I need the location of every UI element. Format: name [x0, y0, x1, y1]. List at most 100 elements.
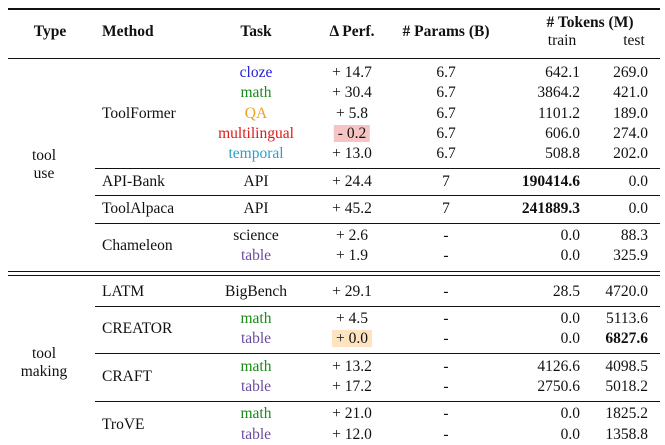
group-rule — [8, 275, 660, 277]
test: 5113.6 — [605, 310, 648, 327]
perf-cell: - 0.2 — [333, 124, 371, 143]
train: 642.1 — [545, 64, 580, 81]
task: multilingual — [218, 124, 294, 142]
perf: + 21.0 — [332, 405, 372, 423]
type-label: making — [20, 363, 68, 381]
test: 0.0 — [628, 199, 648, 217]
header: Task — [240, 23, 272, 40]
task: math — [240, 357, 272, 375]
params: 6.7 — [436, 84, 456, 102]
perf-cell: + 5.8 — [332, 105, 372, 123]
method: CREATOR — [102, 320, 173, 338]
row-rule — [95, 400, 660, 402]
params: 7 — [442, 172, 450, 190]
task: math — [240, 405, 272, 423]
method: LATM — [102, 282, 145, 300]
task: QA — [244, 104, 268, 122]
perf-cell: + 17.2 — [328, 378, 376, 396]
params: 6.7 — [436, 104, 456, 122]
task: cloze — [239, 64, 273, 81]
params: - — [443, 310, 449, 327]
task: BigBench — [225, 282, 287, 300]
params: - — [443, 282, 449, 300]
test: 421.0 — [613, 84, 648, 102]
method: ToolFormer — [102, 104, 176, 122]
train: 606.0 — [545, 124, 580, 142]
perf: + 5.8 — [336, 104, 368, 122]
task: API — [243, 172, 269, 190]
params: 6.7 — [436, 64, 456, 81]
params: - — [443, 405, 449, 423]
test: 1825.2 — [605, 405, 648, 423]
test: 189.0 — [613, 104, 648, 122]
method: TroVE — [102, 415, 145, 433]
train: 241889.3 — [521, 199, 580, 217]
task: table — [240, 330, 272, 348]
task: math — [240, 310, 272, 327]
params: 7 — [442, 199, 450, 217]
perf-cell: + 1.9 — [332, 247, 372, 265]
test: 0.0 — [628, 172, 648, 190]
perf: + 24.4 — [332, 172, 372, 190]
header: train — [547, 32, 577, 49]
test: 4098.5 — [605, 357, 648, 375]
header: test — [623, 32, 645, 49]
perf: - 0.2 — [333, 124, 371, 142]
perf: + 17.2 — [332, 377, 372, 395]
train: 0.0 — [560, 405, 580, 423]
test: 4720.0 — [605, 282, 648, 300]
test: 325.9 — [613, 247, 648, 265]
perf: + 30.4 — [332, 84, 372, 102]
perf-cell: + 14.7 — [328, 64, 376, 82]
perf: + 4.5 — [336, 310, 368, 327]
method: CRAFT — [102, 367, 152, 385]
task: table — [240, 377, 272, 395]
perf-cell: + 45.2 — [328, 200, 376, 218]
perf-cell: + 30.4 — [328, 84, 376, 102]
perf: + 45.2 — [332, 199, 372, 217]
perf-cell: + 13.2 — [328, 358, 376, 376]
method: API-Bank — [102, 172, 165, 190]
perf: + 12.0 — [332, 425, 372, 443]
perf: + 13.0 — [332, 145, 372, 163]
train: 0.0 — [560, 425, 580, 443]
test: 269.0 — [613, 64, 648, 81]
train: 2750.6 — [537, 377, 580, 395]
train: 4126.6 — [537, 357, 580, 375]
row-rule — [95, 195, 660, 197]
perf-cell: + 0.0 — [332, 330, 372, 348]
perf-cell: + 4.5 — [332, 310, 372, 328]
train: 0.0 — [560, 330, 580, 348]
header-rule — [8, 58, 660, 59]
task: science — [233, 227, 279, 245]
type-label: use — [33, 164, 55, 182]
task: temporal — [228, 145, 284, 163]
task: math — [240, 84, 272, 102]
params: - — [443, 330, 449, 348]
train: 508.8 — [545, 145, 580, 163]
perf: + 1.9 — [336, 247, 368, 265]
row-rule — [95, 168, 660, 169]
row-rule — [95, 305, 660, 307]
test: 202.0 — [613, 145, 648, 163]
train: 3864.2 — [537, 84, 580, 102]
perf-cell: + 29.1 — [328, 283, 376, 301]
task: API — [243, 199, 269, 217]
group-rule — [8, 271, 660, 273]
perf-cell: + 24.4 — [328, 173, 376, 191]
header: Δ Perf. — [329, 23, 375, 40]
params: - — [443, 377, 449, 395]
header: # Tokens (M) — [546, 14, 634, 31]
perf-cell: + 21.0 — [328, 405, 376, 423]
perf-cell: + 2.6 — [332, 227, 372, 245]
test: 5018.2 — [605, 377, 648, 395]
test: 274.0 — [613, 124, 648, 142]
method: ToolAlpaca — [102, 199, 175, 217]
perf: + 2.6 — [336, 227, 368, 245]
train: 0.0 — [560, 247, 580, 265]
row-rule — [95, 353, 660, 354]
train: 0.0 — [560, 227, 580, 245]
type-label: tool — [31, 146, 57, 164]
perf: + 0.0 — [332, 330, 372, 348]
